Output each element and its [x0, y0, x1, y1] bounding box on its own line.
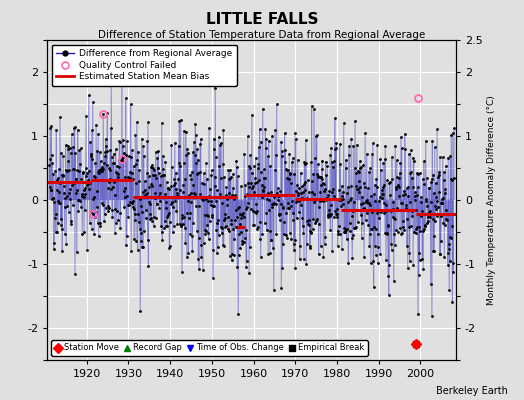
Y-axis label: Monthly Temperature Anomaly Difference (°C): Monthly Temperature Anomaly Difference (… — [487, 95, 496, 305]
Legend: Station Move, Record Gap, Time of Obs. Change, Empirical Break: Station Move, Record Gap, Time of Obs. C… — [51, 340, 368, 356]
Text: Berkeley Earth: Berkeley Earth — [436, 386, 508, 396]
Text: LITTLE FALLS: LITTLE FALLS — [206, 12, 318, 27]
Text: Difference of Station Temperature Data from Regional Average: Difference of Station Temperature Data f… — [99, 30, 425, 40]
